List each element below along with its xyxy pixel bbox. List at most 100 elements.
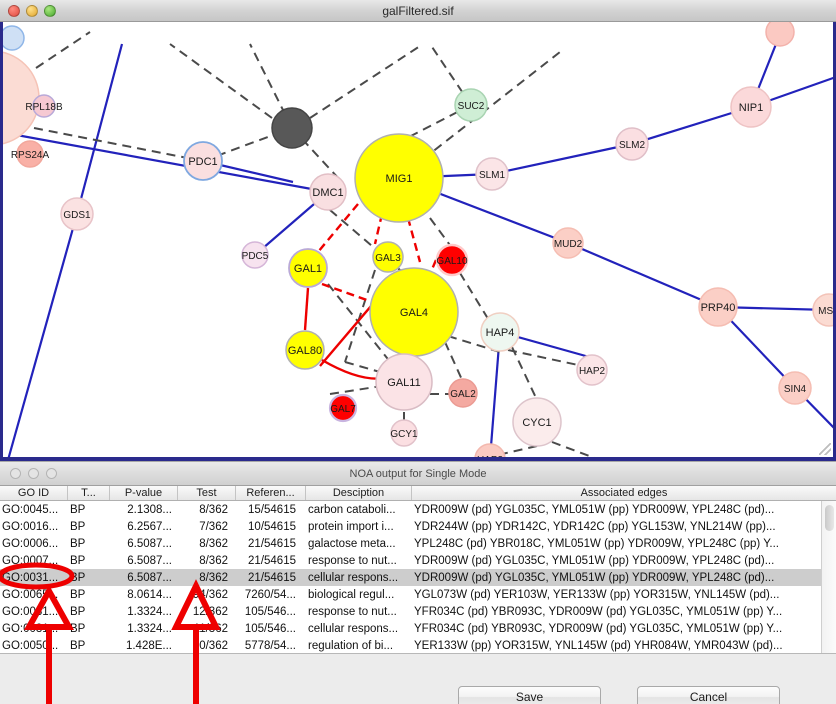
- table-cell-pval: 1.3324...: [127, 605, 172, 618]
- node-nip1[interactable]: [730, 86, 772, 128]
- network-nodes[interactable]: RPL18B RPS24A GDS1 PDC1 PDC5 DMC1 MIG1 S…: [0, 22, 836, 460]
- node-label-nip1: NIP1: [739, 102, 763, 114]
- table-cell-type: BP: [70, 588, 86, 601]
- node-mud2[interactable]: [552, 227, 584, 259]
- cancel-button[interactable]: Cancel: [637, 686, 780, 704]
- table-body[interactable]: GO:0045... BP 2.1308... 8/362 15/54615 carbon…: [0, 501, 836, 654]
- dialog-minimize-button[interactable]: [28, 468, 39, 479]
- node-rpl18b[interactable]: [32, 94, 56, 118]
- node-dmc1[interactable]: [309, 173, 347, 211]
- node-label-gal11: GAL11: [387, 377, 420, 389]
- table-cell-goid: GO:0016...: [2, 520, 59, 533]
- table-cell-edges: YFR034C (pd) YBR093C, YDR009W (pd) YGL03…: [414, 605, 783, 618]
- table-cell-ref: 21/54615: [248, 554, 296, 567]
- dialog-zoom-button[interactable]: [46, 468, 57, 479]
- dialog-title: NOA output for Single Mode: [349, 467, 487, 480]
- close-button[interactable]: [8, 4, 20, 17]
- node-mig1[interactable]: [354, 133, 444, 223]
- network-graph[interactable]: RPL18B RPS24A GDS1 PDC1 PDC5 DMC1 MIG1 S…: [0, 22, 836, 460]
- node-slm2[interactable]: [615, 127, 649, 161]
- node-label-gal2: GAL2: [450, 389, 476, 400]
- table-cell-type: BP: [70, 537, 86, 550]
- save-button[interactable]: Save: [458, 686, 601, 704]
- node-label-pdc5: PDC5: [242, 251, 269, 262]
- node-pdc5[interactable]: [241, 241, 269, 269]
- column-header-associated-edges[interactable]: Associated edges: [580, 487, 668, 499]
- column-header-desciption[interactable]: Desciption: [306, 486, 412, 500]
- table-row[interactable]: GO:0050... BP 1.428E... 80/362 5778/54... reg…: [0, 637, 836, 653]
- node-unlabeled-grey[interactable]: [271, 107, 313, 149]
- table-cell-desc: response to nut...: [308, 554, 397, 567]
- table-cell-goid: GO:0007...: [2, 554, 59, 567]
- resize-grip[interactable]: [819, 443, 831, 455]
- table-cell-pval: 2.1308...: [127, 503, 172, 516]
- node-gal80[interactable]: [285, 330, 325, 370]
- node-msi[interactable]: [812, 293, 836, 327]
- dialog-close-button[interactable]: [10, 468, 21, 479]
- table-header-row: GO ID T... P-value Test Referen... Desci…: [0, 486, 836, 501]
- table-row[interactable]: GO:0016... BP 6.2567... 7/362 10/54615 protei…: [0, 518, 836, 535]
- node-rps24a[interactable]: [16, 140, 44, 168]
- node-unlabeled-large[interactable]: [0, 50, 40, 146]
- node-unlabeled-topright[interactable]: [765, 22, 795, 47]
- node-suc2[interactable]: [454, 88, 488, 122]
- node-gal11[interactable]: [375, 353, 433, 411]
- network-canvas[interactable]: RPL18B RPS24A GDS1 PDC1 PDC5 DMC1 MIG1 S…: [0, 22, 836, 460]
- table-cell-type: BP: [70, 520, 86, 533]
- node-cyc1[interactable]: [512, 397, 562, 447]
- table-cell-goid: GO:0050...: [2, 639, 59, 652]
- node-hap2[interactable]: [576, 354, 608, 386]
- table-row[interactable]: GO:0065... BP 8.0614... 94/362 7260/54... bio…: [0, 586, 836, 603]
- node-gal10[interactable]: [435, 243, 469, 277]
- minimize-button[interactable]: [26, 4, 38, 17]
- table-cell-test: 80/362: [192, 639, 228, 652]
- node-label-prp40: PRP40: [701, 302, 736, 314]
- node-gal3[interactable]: [372, 241, 404, 273]
- node-gds1[interactable]: [60, 197, 94, 231]
- table-cell-ref: 7260/54...: [244, 588, 296, 601]
- table-row[interactable]: GO:0045... BP 2.1308... 8/362 15/54615 carbon…: [0, 501, 836, 518]
- node-label-gal7: GAL7: [330, 404, 356, 415]
- node-gcy1[interactable]: [390, 419, 418, 447]
- table-row[interactable]: GO:0031... BP 1.3324... 12/362 105/546... res…: [0, 603, 836, 620]
- window-controls[interactable]: [8, 4, 56, 17]
- node-gal7[interactable]: [328, 393, 358, 423]
- node-label-slm1: SLM1: [479, 170, 506, 181]
- column-header-type[interactable]: T...: [68, 486, 110, 500]
- table-cell-ref: 21/54615: [248, 537, 296, 550]
- node-label-gal4: GAL4: [400, 307, 428, 319]
- table-cell-test: 12/362: [192, 605, 228, 618]
- node-label-msi: MSI: [818, 306, 836, 317]
- table-row[interactable]: GO:0031... BP 6.5087... 8/362 21/54615 cellul…: [0, 569, 836, 586]
- column-header-test[interactable]: Test: [178, 486, 236, 500]
- column-header-go-id[interactable]: GO ID: [0, 486, 68, 500]
- table-row[interactable]: GO:0031... BP 1.3324... 11/362 105/546... cel…: [0, 620, 836, 637]
- table-cell-type: BP: [70, 639, 86, 652]
- table-row[interactable]: GO:0007... BP 6.5087... 8/362 21/54615 respon…: [0, 552, 836, 569]
- table-cell-pval: 6.5087...: [127, 554, 172, 567]
- table-cell-test: 8/362: [199, 537, 228, 550]
- node-unlabeled-topleft[interactable]: [0, 25, 25, 51]
- column-header-reference[interactable]: Referen...: [236, 486, 306, 500]
- table-row[interactable]: GO:0006... BP 6.5087... 8/362 21/54615 galact…: [0, 535, 836, 552]
- node-hap4[interactable]: [480, 312, 520, 352]
- table-cell-goid: GO:0065...: [2, 588, 59, 601]
- zoom-button[interactable]: [44, 4, 56, 17]
- node-label-rpl18b: RPL18B: [25, 102, 63, 113]
- node-gal2[interactable]: [448, 378, 478, 408]
- node-label-hap4: HAP4: [486, 327, 515, 339]
- node-pdc1[interactable]: [183, 141, 223, 181]
- node-slm1[interactable]: [475, 157, 509, 191]
- scrollbar-thumb[interactable]: [825, 505, 834, 531]
- dialog-window-controls[interactable]: [10, 468, 57, 479]
- node-gal1[interactable]: [288, 248, 328, 288]
- column-header-p-value[interactable]: P-value: [110, 486, 178, 500]
- node-sin4[interactable]: [778, 371, 812, 405]
- table-cell-test: 94/362: [192, 588, 228, 601]
- node-prp40[interactable]: [698, 287, 738, 327]
- node-label-gal3: GAL3: [375, 253, 401, 264]
- node-label-dmc1: DMC1: [312, 187, 343, 199]
- node-label-gal10: GAL10: [436, 256, 468, 267]
- table-cell-type: BP: [70, 571, 86, 584]
- table-vertical-scrollbar[interactable]: [821, 501, 836, 653]
